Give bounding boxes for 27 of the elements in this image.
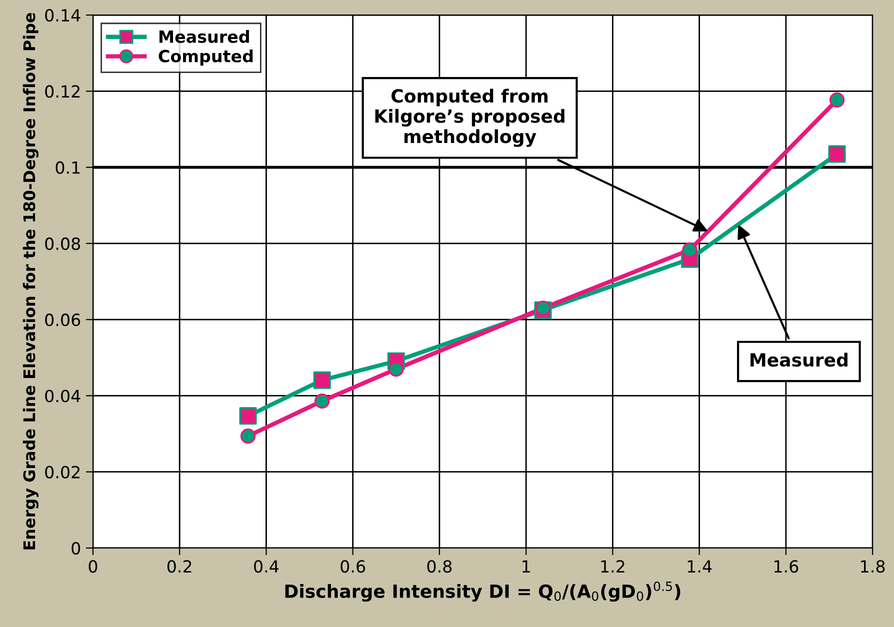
x-tick-label: 0: [88, 560, 98, 573]
y-tick-label: 0.14: [45, 9, 80, 22]
y-axis-title: Energy Grade Line Elevation for the 180-Degree Inflow Pipe: [22, 12, 39, 550]
x-tick-label: 1: [522, 560, 530, 572]
x-tick-label: 0.8: [427, 560, 452, 573]
x-tick-label: 1.2: [601, 560, 624, 572]
y-tick-label: 0.1: [56, 161, 80, 174]
x-tick-label: 0.4: [254, 560, 279, 573]
legend-label: Computed: [158, 50, 253, 66]
y-tick-label: 0.12: [45, 85, 80, 98]
y-tick-label: 0.02: [45, 466, 80, 478]
annotation: Computed from Kilgore’s proposed methodology: [375, 88, 564, 147]
legend-label: Measured: [160, 30, 249, 43]
x-tick-label: 1.6: [774, 560, 798, 573]
annotation: Measured: [750, 352, 848, 367]
point: [828, 145, 846, 163]
x-tick-label: 1.8: [861, 560, 885, 573]
x-tick-label: 0.2: [167, 560, 192, 573]
y-tick-label: 0.08: [45, 237, 80, 250]
y-tick-label: 0.04: [45, 390, 80, 402]
point: [239, 407, 257, 425]
y-tick-label: 0.06: [45, 314, 80, 326]
x-tick-label: 0.6: [340, 560, 366, 573]
text: Discharge Intensity DI = Q$_{0}$/(A$_{0}$(gD$_{0}$)$^{0.5}$): [285, 581, 680, 602]
y-tick-label: 0: [72, 542, 80, 555]
point: [313, 371, 331, 389]
x-tick-label: 1.4: [688, 560, 712, 572]
